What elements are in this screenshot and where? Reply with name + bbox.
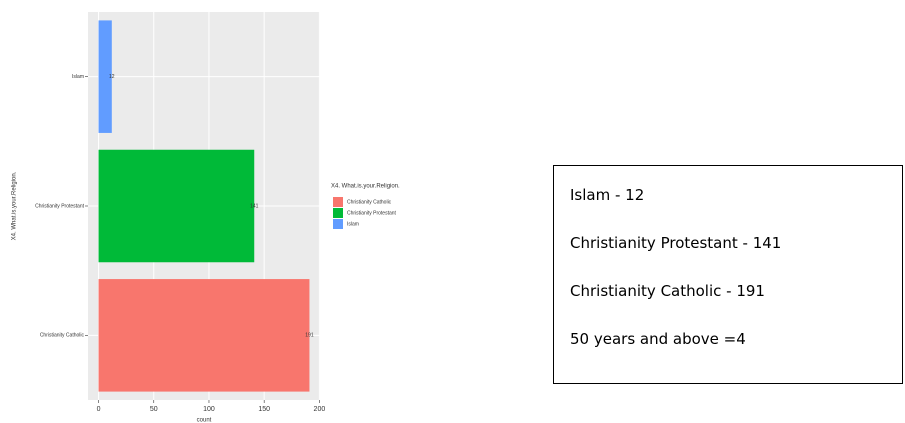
text-line: Islam - 12 — [570, 186, 645, 204]
bar — [98, 149, 255, 263]
text-box: Islam - 12 Christianity Protestant - 141 C… — [553, 165, 903, 384]
text-line: 50 years and above =4 — [570, 330, 746, 348]
legend-label: Christianity Protestant — [347, 210, 397, 216]
y-tick-label: Christianity Catholic — [40, 333, 85, 339]
y-tick-label: Islam — [72, 74, 84, 80]
x-tick-label: 100 — [203, 406, 215, 413]
text-line: Christianity Catholic - 191 — [570, 282, 765, 300]
y-axis-label: X4. What.is.your.Religion. — [12, 171, 18, 240]
y-tick-label: Christianity Protestant — [35, 203, 85, 209]
chart: X4. What.is.your.Religion. count X4. Wha… — [12, 12, 400, 423]
legend-title: X4. What.is.your.Religion. — [331, 184, 400, 190]
bar — [98, 20, 112, 133]
x-tick-label: 0 — [97, 406, 101, 413]
x-tick-label: 150 — [258, 406, 270, 413]
x-tick-label: 200 — [314, 406, 326, 413]
legend-label: Islam — [347, 221, 359, 227]
legend-key — [333, 197, 343, 207]
x-axis-label: count — [197, 418, 212, 423]
data-label: 141 — [250, 203, 259, 209]
data-label: 12 — [109, 74, 115, 80]
legend-key — [333, 219, 343, 229]
bar — [98, 279, 310, 392]
x-tick-label: 50 — [150, 406, 158, 413]
legend-key — [333, 208, 343, 218]
data-label: 191 — [305, 333, 314, 339]
text-line: Christianity Protestant - 141 — [570, 234, 782, 252]
legend-label: Christianity Catholic — [347, 199, 392, 205]
